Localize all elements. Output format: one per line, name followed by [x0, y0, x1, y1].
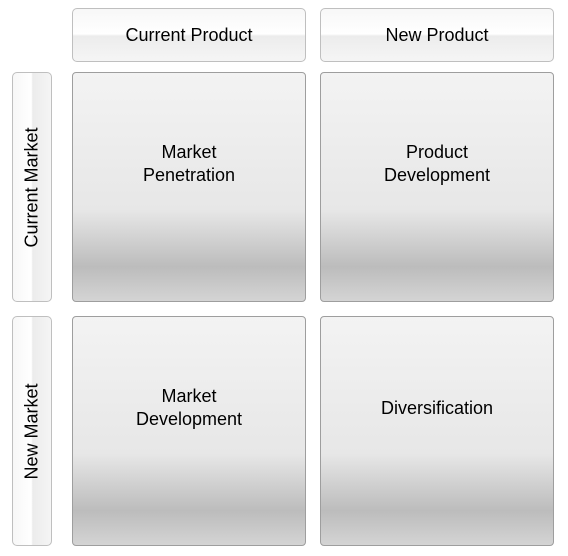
row-header-new-market: New Market: [12, 316, 52, 546]
quadrant-market-penetration: Market Penetration: [72, 72, 306, 302]
ansoff-matrix: Current Product New Product Current Mark…: [0, 0, 568, 556]
row-header-label: New Market: [22, 383, 43, 479]
row-header-label: Current Market: [22, 127, 43, 247]
column-header-label: Current Product: [125, 25, 252, 46]
row-header-current-market: Current Market: [12, 72, 52, 302]
quadrant-label: Market Development: [136, 385, 242, 432]
quadrant-product-development: Product Development: [320, 72, 554, 302]
quadrant-market-development: Market Development: [72, 316, 306, 546]
quadrant-label: Product Development: [384, 141, 490, 188]
quadrant-label: Diversification: [381, 397, 493, 420]
column-header-current-product: Current Product: [72, 8, 306, 62]
quadrant-label: Market Penetration: [143, 141, 235, 188]
column-header-new-product: New Product: [320, 8, 554, 62]
quadrant-diversification: Diversification: [320, 316, 554, 546]
column-header-label: New Product: [385, 25, 488, 46]
